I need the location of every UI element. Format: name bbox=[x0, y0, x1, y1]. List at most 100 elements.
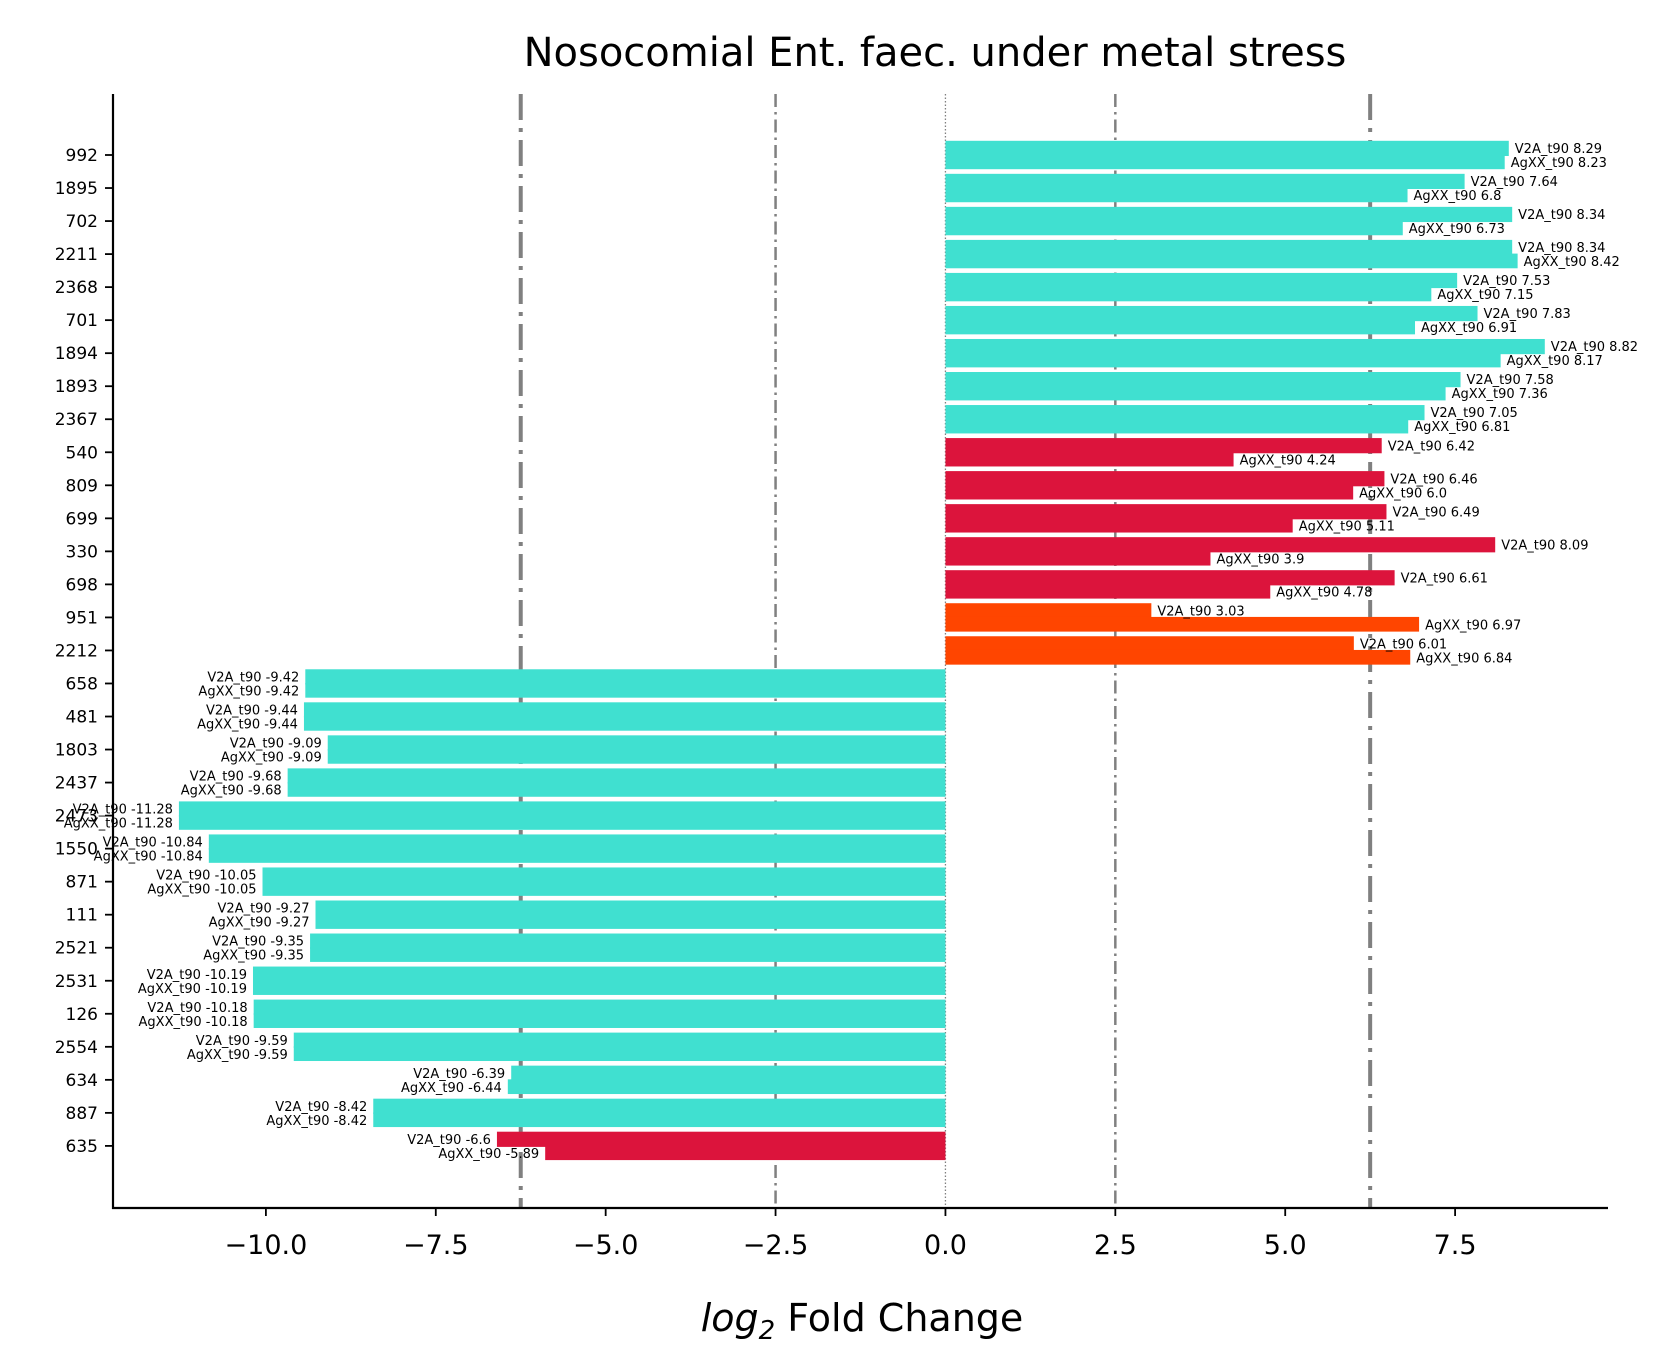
y-tick-label: 634 bbox=[66, 1071, 98, 1091]
y-tick-label: 2554 bbox=[55, 1038, 98, 1058]
bar-v2a bbox=[373, 1098, 946, 1114]
bar-agxx bbox=[310, 947, 946, 962]
bar-label-v2a: V2A_t90 6.46 bbox=[1390, 472, 1477, 487]
bar-label-agxx: AgXX_t90 6.91 bbox=[1421, 321, 1517, 336]
bar-v2a bbox=[305, 669, 946, 685]
y-tick-label: 126 bbox=[66, 1005, 98, 1025]
bar-label-agxx: AgXX_t90 6.81 bbox=[1414, 420, 1510, 435]
bar-label-agxx: AgXX_t90 4.24 bbox=[1240, 453, 1336, 468]
x-tick-label: −7.5 bbox=[403, 1230, 469, 1261]
bar-label-v2a: V2A_t90 -9.59 bbox=[196, 1034, 288, 1049]
bar-label-v2a: V2A_t90 6.61 bbox=[1401, 571, 1488, 586]
bar-label-v2a: V2A_t90 -11.28 bbox=[73, 803, 173, 818]
bar-label-agxx: AgXX_t90 -10.18 bbox=[139, 1015, 248, 1030]
bar-label-v2a: V2A_t90 -8.42 bbox=[275, 1100, 367, 1115]
bar-label-agxx: AgXX_t90 6.0 bbox=[1359, 486, 1447, 501]
bar-v2a bbox=[262, 867, 946, 883]
x-tick-label: −5.0 bbox=[573, 1230, 639, 1261]
bar-label-v2a: V2A_t90 -9.09 bbox=[230, 737, 322, 752]
bar-agxx bbox=[305, 682, 946, 698]
bar-label-v2a: V2A_t90 7.58 bbox=[1467, 373, 1554, 388]
bar-label-v2a: V2A_t90 -9.35 bbox=[212, 935, 304, 950]
y-tick-label: 2368 bbox=[55, 278, 98, 298]
bar-label-agxx: AgXX_t90 -9.59 bbox=[187, 1048, 288, 1063]
y-tick-label: 540 bbox=[66, 443, 98, 463]
bar-label-v2a: V2A_t90 6.01 bbox=[1360, 637, 1447, 652]
bar-v2a bbox=[315, 900, 946, 916]
y-tick-label: 702 bbox=[66, 212, 98, 232]
bar-agxx bbox=[287, 782, 946, 797]
y-tick-label: 992 bbox=[66, 146, 98, 166]
y-tick-label: 635 bbox=[66, 1137, 98, 1157]
bar-agxx bbox=[945, 550, 1211, 566]
bar-v2a bbox=[252, 966, 946, 982]
bar-label-v2a: V2A_t90 -10.18 bbox=[147, 1001, 247, 1016]
bar-v2a bbox=[945, 405, 1425, 421]
bar-label-v2a: V2A_t90 -9.68 bbox=[190, 770, 282, 785]
y-tick-label: 1893 bbox=[55, 377, 98, 397]
chart-title: Nosocomial Ent. faec. under metal stress bbox=[524, 30, 1347, 76]
bar-label-agxx: AgXX_t90 8.23 bbox=[1511, 156, 1607, 171]
bar-label-agxx: AgXX_t90 -8.42 bbox=[266, 1114, 367, 1129]
bar-label-agxx: AgXX_t90 -9.35 bbox=[203, 949, 304, 964]
bar-label-v2a: V2A_t90 8.09 bbox=[1501, 538, 1588, 553]
y-tick-label: 1895 bbox=[55, 179, 98, 199]
bar-agxx bbox=[945, 484, 1354, 500]
bar-label-v2a: V2A_t90 -10.84 bbox=[103, 836, 203, 851]
bar-label-agxx: AgXX_t90 -9.42 bbox=[198, 684, 299, 699]
bar-v2a bbox=[496, 1131, 946, 1147]
bar-agxx bbox=[545, 1145, 946, 1161]
bar-label-agxx: AgXX_t90 -9.68 bbox=[181, 784, 282, 799]
bar-label-agxx: AgXX_t90 -11.28 bbox=[64, 817, 173, 832]
axes bbox=[111, 94, 1608, 1210]
bar-v2a bbox=[511, 1065, 946, 1081]
y-tick-label: 698 bbox=[66, 575, 98, 595]
bar-label-v2a: V2A_t90 -9.44 bbox=[206, 704, 298, 719]
bar-label-v2a: V2A_t90 8.82 bbox=[1551, 340, 1638, 355]
bar-v2a bbox=[310, 933, 946, 949]
bar-label-agxx: AgXX_t90 8.17 bbox=[1507, 354, 1603, 369]
y-tick-label: 111 bbox=[66, 906, 98, 926]
y-tick-label: 2367 bbox=[55, 410, 98, 430]
bar-agxx bbox=[945, 286, 1432, 302]
y-tick-label: 481 bbox=[66, 708, 98, 728]
bar-v2a bbox=[293, 1032, 946, 1048]
bar-label-v2a: V2A_t90 8.34 bbox=[1518, 241, 1605, 256]
bar-agxx bbox=[945, 616, 1420, 632]
bar-label-agxx: AgXX_t90 -9.27 bbox=[209, 916, 310, 931]
bar-v2a bbox=[945, 570, 1395, 586]
bar-v2a bbox=[945, 636, 1354, 652]
bar-agxx bbox=[293, 1046, 946, 1062]
bar-label-v2a: V2A_t90 -6.6 bbox=[407, 1133, 491, 1148]
x-axis-label-log: log bbox=[701, 1296, 759, 1340]
bar-label-v2a: V2A_t90 6.42 bbox=[1388, 439, 1475, 454]
bar-label-v2a: V2A_t90 -6.39 bbox=[413, 1067, 505, 1082]
y-tick-label: 2437 bbox=[55, 774, 98, 794]
bar-v2a bbox=[178, 801, 946, 817]
bar-label-agxx: AgXX_t90 -10.19 bbox=[138, 982, 247, 997]
bar-v2a bbox=[945, 504, 1387, 520]
bar-label-v2a: V2A_t90 -9.27 bbox=[218, 902, 310, 917]
bar-agxx bbox=[945, 418, 1409, 434]
y-tick-label: 330 bbox=[66, 542, 98, 562]
bar-v2a bbox=[945, 438, 1382, 454]
bar-agxx bbox=[945, 352, 1501, 368]
bar-agxx bbox=[945, 253, 1518, 269]
bar-label-v2a: V2A_t90 8.29 bbox=[1515, 142, 1602, 157]
bar-v2a bbox=[303, 702, 946, 718]
y-tick-label: 1550 bbox=[55, 840, 98, 860]
bar-label-agxx: AgXX_t90 -6.44 bbox=[401, 1081, 502, 1096]
bar-label-v2a: V2A_t90 7.83 bbox=[1484, 307, 1571, 322]
bar-v2a bbox=[945, 173, 1465, 190]
bar-v2a bbox=[253, 999, 946, 1015]
bar-v2a bbox=[945, 537, 1496, 553]
y-tick-label: 809 bbox=[66, 476, 98, 496]
bar-v2a bbox=[327, 735, 946, 751]
bar-label-agxx: AgXX_t90 7.36 bbox=[1452, 387, 1548, 402]
y-tick-label: 887 bbox=[66, 1104, 98, 1124]
bar-agxx bbox=[945, 583, 1271, 599]
y-axis-ticks: 992 1895 702 2211 2368 701 1894 1893 2367 540 809 6… bbox=[55, 146, 113, 1157]
bar-label-agxx: AgXX_t90 7.15 bbox=[1437, 288, 1533, 303]
